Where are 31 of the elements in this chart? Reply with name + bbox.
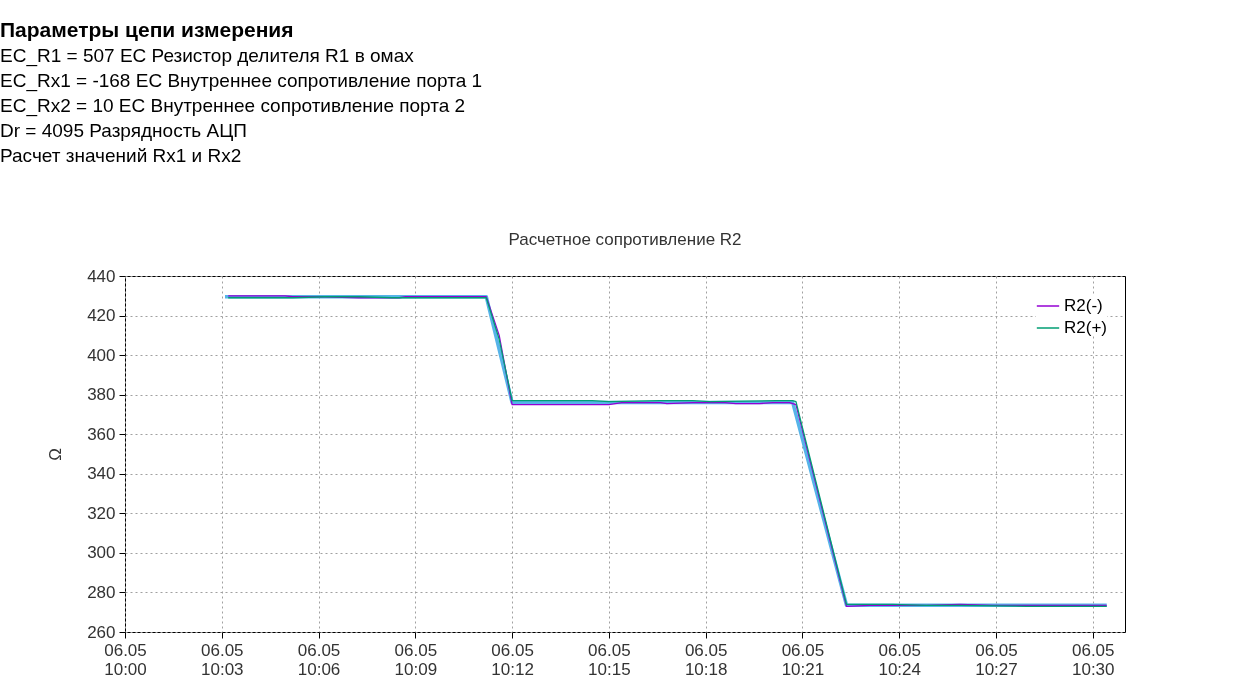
y-tick-label: 320 [87, 503, 116, 523]
y-tick-label: 420 [87, 306, 116, 326]
x-tick-label: 06.05 10:12 [491, 640, 534, 679]
text: EC_Rx2 = 10 EC Внутреннее сопротивление порта 2 [0, 94, 466, 117]
x-tick-label: 06.05 10:03 [201, 640, 244, 679]
x-tick-label: 06.05 10:00 [104, 640, 147, 679]
chart-title: Расчетное сопротивление R2 [508, 230, 742, 249]
text: Расчет значений Rx1 и Rx2 [0, 144, 242, 166]
x-tick-label: 06.05 10:15 [588, 640, 631, 679]
y-tick-label: 280 [87, 582, 116, 602]
y-tick-label: 260 [87, 622, 116, 642]
x-tick-label: 06.05 10:21 [781, 640, 825, 679]
x-tick-label: 06.05 10:18 [684, 640, 728, 679]
text: Dr = 4095 Разрядность АЦП [0, 119, 247, 141]
text: EC_R1 = 507 EC Резистор делителя R1 в омах [0, 44, 415, 67]
y-tick-label: 300 [87, 543, 116, 563]
legend-label: R2(-) [1064, 296, 1103, 315]
x-tick-label: 06.05 10:06 [297, 640, 341, 679]
y-tick-label: 380 [87, 385, 116, 405]
y-tick-label: 440 [87, 266, 116, 286]
x-tick-label: 06.05 10:09 [394, 640, 438, 679]
y-tick-label: 360 [87, 424, 116, 444]
y-tick-label: 340 [87, 464, 116, 484]
text: EC_Rx1 = -168 EC Внутреннее сопротивление порта 1 [0, 69, 483, 92]
y-axis-title: Ω [46, 448, 66, 461]
y-tick-label: 400 [87, 345, 116, 365]
x-tick-label: 06.05 10:27 [975, 640, 1018, 679]
text: Параметры цепи измерения [0, 17, 294, 41]
x-tick-label: 06.05 10:30 [1071, 640, 1115, 679]
legend-label: R2(+) [1064, 318, 1107, 337]
x-tick-label: 06.05 10:24 [878, 640, 921, 679]
